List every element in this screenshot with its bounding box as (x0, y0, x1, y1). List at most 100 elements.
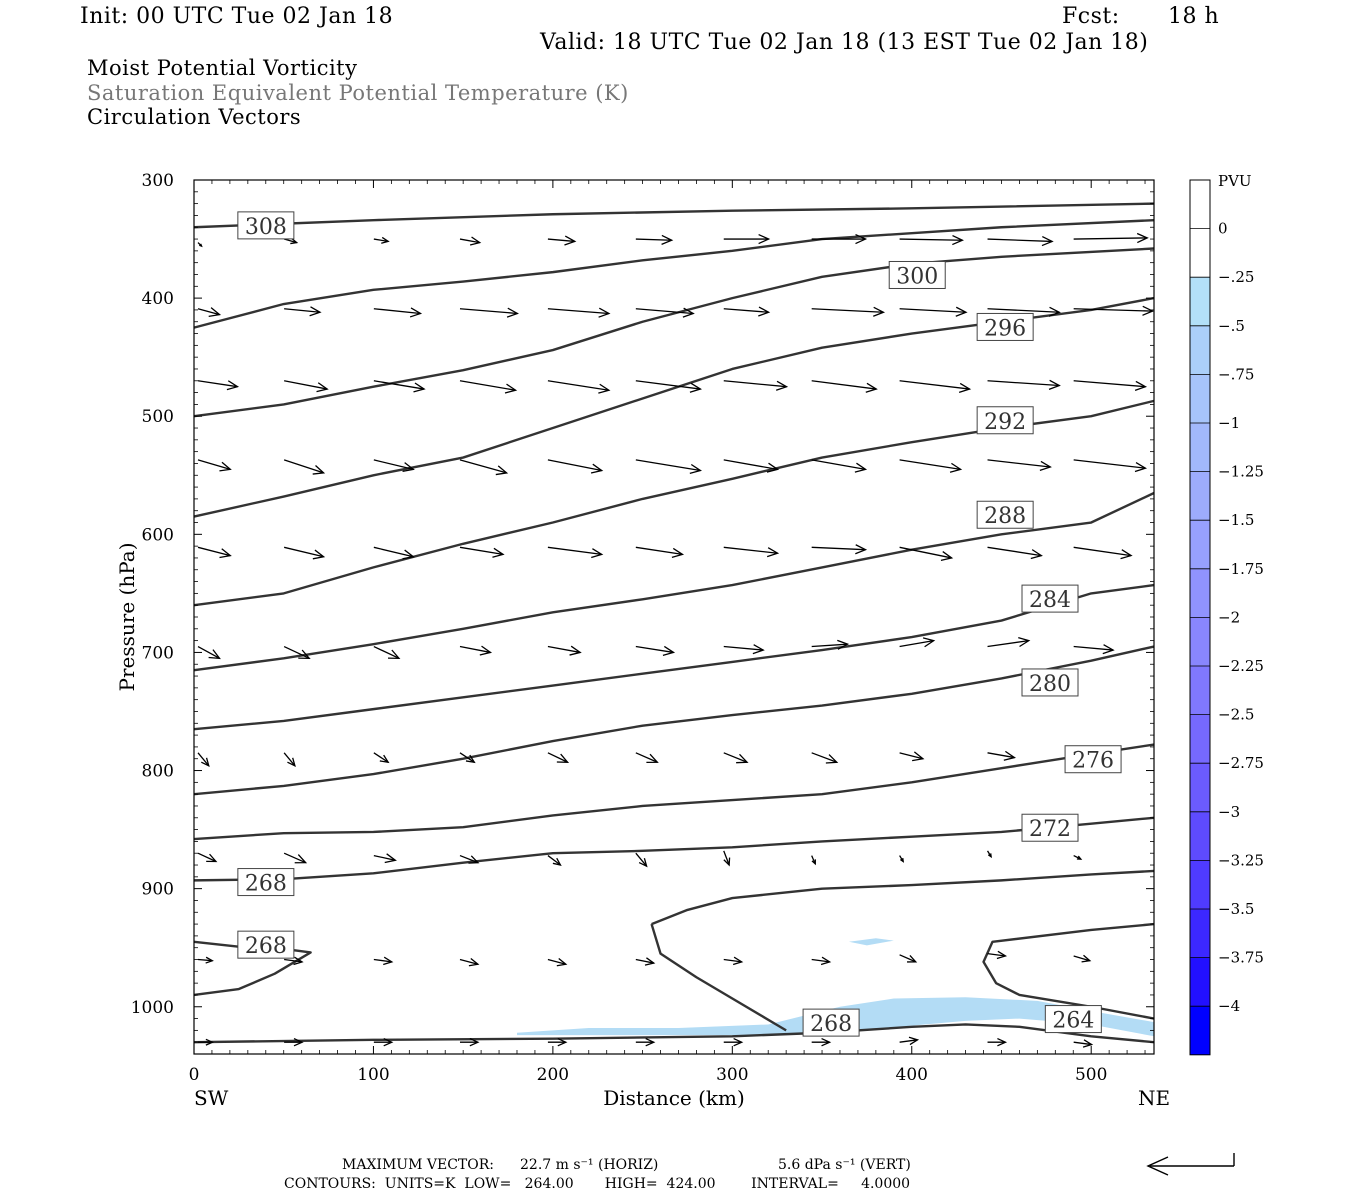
circulation-vector (283, 237, 299, 245)
svg-text:292: 292 (984, 410, 1026, 435)
circulation-vector (987, 379, 1061, 390)
svg-text:280: 280 (1029, 672, 1071, 697)
circulation-vector (723, 380, 789, 391)
circulation-vector (1073, 1039, 1094, 1048)
circulation-vector (373, 752, 390, 764)
colorbar-swatch (1190, 957, 1210, 1007)
circulation-vector (986, 850, 992, 859)
circulation-vector (547, 645, 582, 656)
contour-label-272: 272 (1021, 813, 1079, 842)
circulation-vector (723, 546, 780, 558)
y-tick-label: 900 (142, 880, 174, 900)
circulation-vector (547, 235, 577, 246)
mpv-shade-region-1 (848, 938, 894, 946)
circulation-vector (987, 306, 1061, 317)
contour-label-264: 264 (1044, 1005, 1102, 1034)
contour-label-276: 276 (1064, 745, 1122, 774)
circulation-vector (723, 1037, 744, 1047)
circulation-vector (459, 307, 519, 318)
max-vector-vert: 5.6 dPa s⁻¹ (VERT) (778, 1157, 911, 1173)
svg-text:272: 272 (1029, 817, 1071, 842)
x-tick-label: 500 (1075, 1065, 1107, 1085)
circulation-vector (635, 307, 695, 318)
axes-layer: 300 400 500 600 700 800 900 1000 0 100 200 300 400 50… (131, 171, 1154, 1085)
contour-label-layer: 308 300 296 292 288 284 280 276 272 268 268 264 268 (237, 211, 1122, 1037)
circulation-vector (899, 459, 963, 473)
contour-label-292: 292 (976, 406, 1034, 435)
circulation-vector (284, 1037, 304, 1047)
circulation-vector (635, 852, 648, 868)
circulation-vector (635, 645, 676, 656)
x-left-end-label: SW (194, 1086, 229, 1110)
circulation-vector (811, 380, 878, 393)
theta-es-contour-272-8 (193, 743, 1155, 841)
colorbar-swatch (1190, 666, 1210, 715)
title-mpv: Moist Potential Vorticity (87, 56, 358, 80)
svg-text:276: 276 (1072, 749, 1114, 774)
theta-es-contour-308-0 (193, 202, 1155, 229)
colorbar-swatch (1190, 423, 1210, 472)
circulation-vector (635, 752, 659, 764)
colorbar-swatch (1190, 1006, 1210, 1055)
contour-label-300: 300 (888, 260, 946, 289)
circulation-vector (1073, 644, 1115, 655)
circulation-vector (373, 956, 394, 966)
circulation-vector (197, 645, 221, 660)
circulation-vector (899, 380, 972, 393)
circulation-vector (373, 645, 401, 660)
circulation-vector (1073, 380, 1148, 391)
colorbar-label: −.75 (1218, 365, 1254, 383)
circulation-vector (373, 307, 423, 318)
y-tick-label: 600 (142, 525, 174, 545)
theta-es-contour-264-12 (982, 922, 1155, 1020)
colorbar-label: −2.5 (1218, 706, 1254, 724)
x-tick-label: 300 (716, 1065, 748, 1085)
circulation-vector (1073, 854, 1083, 860)
circulation-vector (1073, 232, 1149, 244)
svg-text:288: 288 (984, 504, 1026, 529)
theta-es-contour-268-10 (650, 923, 787, 1032)
circulation-vector (987, 636, 1031, 648)
circulation-vector (459, 752, 476, 764)
title-theta-es: Saturation Equivalent Potential Temperat… (87, 81, 629, 105)
circulation-vector (459, 1037, 480, 1047)
contour-label-284: 284 (1021, 584, 1079, 613)
contour-label-268: 268 (802, 1008, 860, 1037)
circulation-vector (459, 459, 509, 476)
circulation-vector (723, 644, 765, 655)
circulation-vector (635, 380, 703, 393)
circulation-vector (459, 380, 518, 394)
circulation-vector (899, 855, 905, 863)
circulation-vector (373, 853, 397, 864)
circulation-vector (284, 956, 304, 966)
reference-vector-icon (1146, 1153, 1235, 1176)
circulation-vector (723, 850, 731, 867)
circulation-vector (1073, 459, 1148, 473)
svg-text:268: 268 (245, 872, 287, 897)
circulation-vector (723, 306, 771, 317)
circulation-vector (197, 307, 222, 317)
circulation-vector (811, 459, 868, 473)
colorbar-swatch (1190, 714, 1210, 764)
y-tick-label: 1000 (131, 998, 174, 1018)
colorbar-label: 0 (1218, 220, 1228, 238)
colorbar-swatch (1190, 374, 1210, 423)
circulation-vector (723, 233, 771, 245)
svg-text:268: 268 (245, 934, 287, 959)
circulation-vector (197, 956, 214, 964)
colorbar-label: −2.25 (1218, 657, 1264, 675)
circulation-vector (899, 306, 968, 317)
colorbar-swatch (1190, 277, 1210, 326)
circulation-vector (987, 950, 1008, 960)
theta-es-contour-280-6 (193, 583, 1155, 731)
circulation-vector (723, 459, 780, 473)
circulation-vector (197, 242, 203, 248)
circulation-vector (547, 307, 611, 318)
colorbar: PVU 0 −.25 −.5 −.75 −1 −1.25 −1.5 −1.75 −2 −2.25 −2… (1189, 172, 1264, 1056)
circulation-vector (723, 752, 749, 764)
circulation-vector (547, 459, 604, 474)
svg-text:300: 300 (896, 264, 938, 289)
circulation-vector (547, 855, 562, 866)
y-tick-label: 400 (142, 289, 174, 309)
circulation-vector (899, 751, 925, 762)
